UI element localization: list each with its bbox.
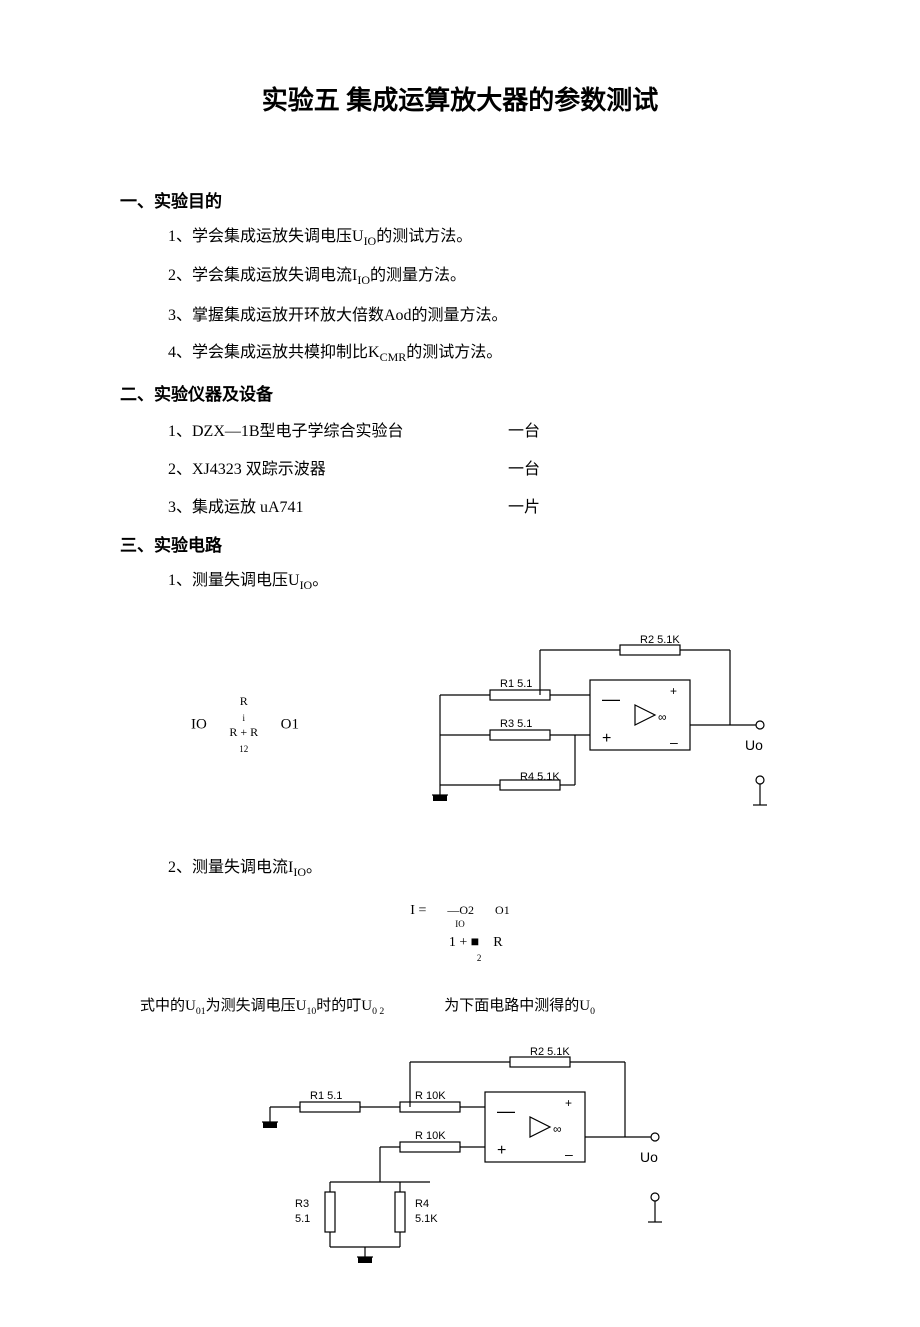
f1-bot2: 12 [239, 744, 248, 754]
sec2-heading: 二、实验仪器及设备 [120, 380, 800, 405]
f1-right: O1 [281, 717, 299, 733]
sec1-i1-sub: IO [364, 234, 377, 248]
formula-circuit-row-1: IO R i R + R 12 O1 R2 5.1K R1 5.1 [120, 625, 800, 825]
c2-r3a: R3 [295, 1198, 309, 1210]
sec1-item3: 3、掌握集成运放开环放大倍数Aod的测量方法。 [168, 303, 800, 329]
sec1-i4-sub: CMR [380, 351, 407, 365]
f1-mid: i [242, 713, 245, 723]
sec1-i2-sub: IO [357, 274, 370, 288]
svg-text:+: + [497, 1142, 506, 1159]
equip-qty-1: 一台 [508, 417, 540, 441]
c1-r3-label: R3 5.1 [500, 718, 532, 730]
sec1-i2-text: 2、学会集成运放失调电流I [168, 267, 357, 284]
c2-r3b: 5.1 [295, 1213, 310, 1225]
f2-l2a: 1 + [449, 935, 471, 950]
equip-row-3: 3、集成运放 uA741 一片 [168, 493, 800, 517]
ex-u0s: 0 [590, 1006, 595, 1017]
svg-text:–: – [670, 734, 678, 750]
sec1-i4-text: 4、学会集成运放共模抑制比K [168, 344, 380, 361]
svg-text:–: – [565, 1146, 573, 1162]
c2-uo-label: Uo [640, 1149, 658, 1165]
c1-uo-label: Uo [745, 737, 763, 753]
ex-u01s: 01 [196, 1006, 206, 1017]
svg-text:—: — [497, 1101, 515, 1121]
equip-qty-2: 一台 [508, 455, 540, 479]
explain-line: 式中的U01为测失调电压U10时的叮U0 2为下面电路中测得的U0 [140, 994, 800, 1017]
circuit2-block: R2 5.1K R1 5.1 R 10K R 10K [240, 1037, 800, 1267]
c1-r1-label: R1 5.1 [500, 678, 532, 690]
c1-r2-label: R2 5.1K [640, 634, 680, 646]
circuit1-svg: R2 5.1K R1 5.1 R3 5.1 R4 5.1K [370, 625, 790, 825]
ex-p3: 时的叮 [316, 998, 361, 1014]
sec1-i1-text: 1、学会集成运放失调电压U [168, 228, 364, 245]
f2-l1c: O1 [495, 903, 510, 917]
equip-label-3: 3、集成运放 uA741 [168, 493, 508, 517]
sec3-p1-sub: IO [300, 578, 313, 592]
f2-l1b: —O2 [447, 903, 474, 917]
ex-u10s: 10 [306, 1006, 316, 1017]
sec3-p1-text: 1、测量失调电压U [168, 572, 300, 589]
sec1-i1-end: 的测试方法。 [376, 228, 472, 245]
ex-u02: U [361, 998, 372, 1014]
sec1-i4-end: 的测试方法。 [406, 344, 502, 361]
formula1: IO R i R + R 12 O1 [120, 694, 370, 756]
svg-text:+: + [602, 730, 611, 747]
sec3-p2-text: 2、测量失调电流I [168, 859, 293, 876]
c1-r4-label: R4 5.1K [520, 771, 560, 783]
f2-l2b: ■ [471, 935, 479, 950]
sec1-item4: 4、学会集成运放共模抑制比KCMR的测试方法。 [168, 340, 800, 367]
c2-rb-label: R 10K [415, 1130, 446, 1142]
formula2: I = —O2 O1 IO 1 + ■ R 2 [120, 902, 800, 964]
svg-text:∞: ∞ [658, 710, 667, 724]
f2-l2c: R [493, 935, 502, 950]
f1-left: IO [191, 717, 207, 733]
equip-label-2: 2、XJ4323 双踪示波器 [168, 455, 508, 479]
ex-u0: U [579, 998, 590, 1014]
equip-row-1: 1、DZX—1B型电子学综合实验台 一台 [168, 417, 800, 441]
equip-row-2: 2、XJ4323 双踪示波器 一台 [168, 455, 800, 479]
equip-label-1: 1、DZX—1B型电子学综合实验台 [168, 417, 508, 441]
page-title: 实验五 集成运算放大器的参数测试 [120, 80, 800, 117]
ex-p4: 为下面电路中测得的 [444, 998, 579, 1014]
sec3-p2: 2、测量失调电流IIO。 [168, 855, 800, 882]
sec1-item1: 1、学会集成运放失调电压UIO的测试方法。 [168, 224, 800, 251]
svg-text:+: + [670, 684, 677, 698]
sec3-heading: 三、实验电路 [120, 531, 800, 556]
ex-u01: U [185, 998, 196, 1014]
c2-r2-label: R2 5.1K [530, 1046, 570, 1058]
circuit2-svg: R2 5.1K R1 5.1 R 10K R 10K [240, 1037, 710, 1267]
sec1-i2-end: 的测量方法。 [370, 267, 466, 284]
sec1-item2: 2、学会集成运放失调电流IIO的测量方法。 [168, 263, 800, 290]
f2-l1a: I = [410, 903, 426, 918]
equip-qty-3: 一片 [508, 493, 540, 517]
c2-ra-label: R 10K [415, 1090, 446, 1102]
sec3-p1-end: 。 [312, 572, 328, 589]
sec3-p1: 1、测量失调电压UIO。 [168, 568, 800, 595]
ex-p2: 为测失调电压 [206, 998, 296, 1014]
f2-l2sub: 2 [477, 953, 482, 963]
svg-text:∞: ∞ [553, 1122, 562, 1136]
f1-bot: R + R [229, 725, 258, 739]
sec3-p2-end: 。 [306, 859, 322, 876]
c2-r4b: 5.1K [415, 1213, 438, 1225]
sec1-heading: 一、实验目的 [120, 187, 800, 212]
ex-u02s: 0 2 [372, 1006, 384, 1017]
sec3-p2-sub: IO [293, 865, 306, 879]
svg-text:+: + [565, 1096, 572, 1110]
f2-l1sub: IO [455, 919, 465, 929]
ex-p1: 式中的 [140, 998, 185, 1014]
c2-r4a: R4 [415, 1198, 429, 1210]
ex-u10: U [296, 998, 307, 1014]
svg-text:—: — [602, 689, 620, 709]
c2-r1-label: R1 5.1 [310, 1090, 342, 1102]
f1-top: R [240, 694, 248, 708]
